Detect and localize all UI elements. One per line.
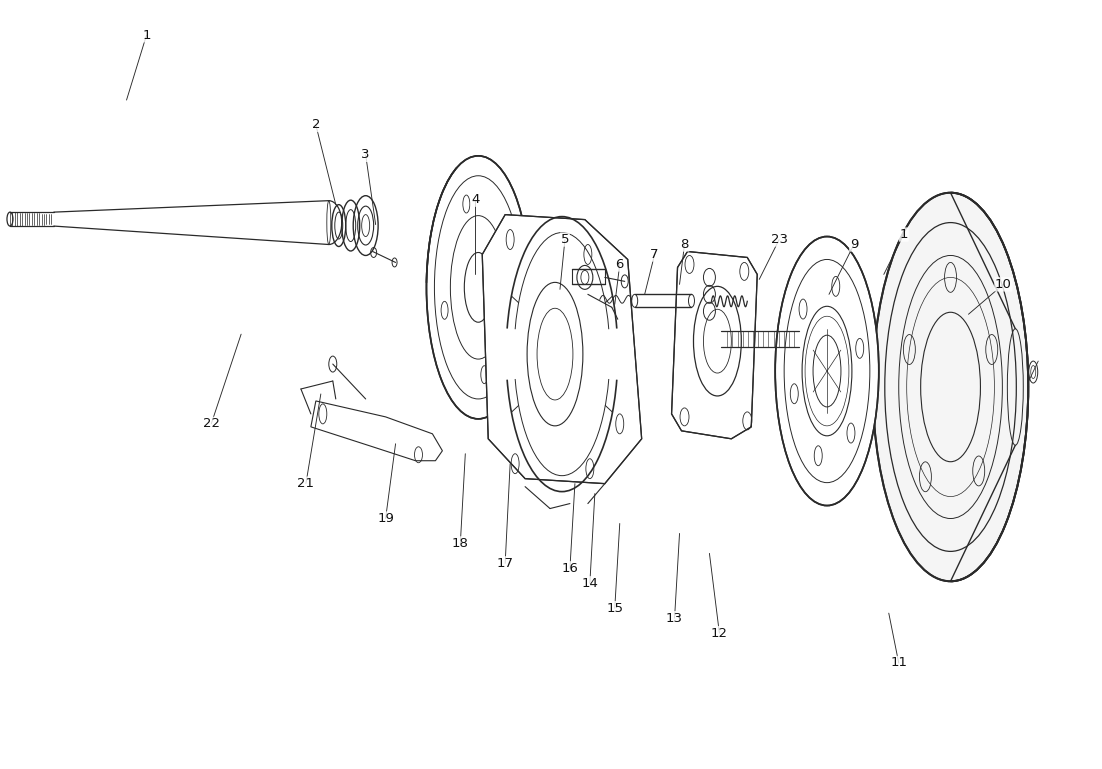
Text: 7: 7 bbox=[650, 248, 659, 261]
Text: 8: 8 bbox=[680, 238, 689, 251]
Text: 4: 4 bbox=[471, 193, 479, 206]
Text: 11: 11 bbox=[890, 657, 907, 670]
Text: 18: 18 bbox=[452, 537, 468, 550]
Text: 2: 2 bbox=[312, 118, 320, 131]
Text: 6: 6 bbox=[616, 258, 624, 271]
Text: 1: 1 bbox=[899, 228, 908, 241]
Ellipse shape bbox=[426, 156, 530, 419]
Ellipse shape bbox=[873, 193, 1028, 581]
Text: 19: 19 bbox=[377, 512, 395, 525]
Text: 5: 5 bbox=[561, 233, 570, 246]
Text: 22: 22 bbox=[203, 418, 219, 431]
Text: 17: 17 bbox=[497, 557, 514, 570]
Text: 13: 13 bbox=[666, 611, 683, 624]
Text: 16: 16 bbox=[562, 562, 579, 575]
Text: 12: 12 bbox=[711, 627, 728, 640]
Polygon shape bbox=[483, 215, 641, 484]
Text: 15: 15 bbox=[606, 601, 624, 614]
Text: 14: 14 bbox=[582, 577, 598, 590]
Ellipse shape bbox=[775, 237, 878, 505]
Text: 3: 3 bbox=[361, 148, 370, 161]
Polygon shape bbox=[671, 251, 757, 439]
Text: 1: 1 bbox=[142, 28, 151, 42]
Text: 23: 23 bbox=[770, 233, 788, 246]
Text: 21: 21 bbox=[298, 477, 314, 490]
Text: 10: 10 bbox=[995, 278, 1012, 291]
Text: 9: 9 bbox=[850, 238, 858, 251]
